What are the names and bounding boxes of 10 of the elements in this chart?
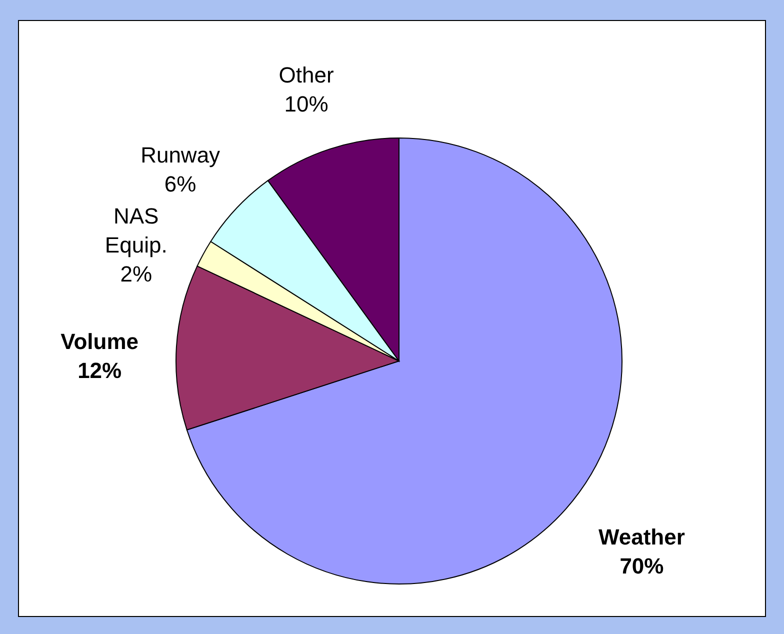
data-label: 70% xyxy=(620,553,664,578)
data-label: 10% xyxy=(284,92,328,117)
slice-label: Runway xyxy=(140,142,220,168)
data-label: 2% xyxy=(120,261,152,286)
data-label: 6% xyxy=(164,172,196,197)
slice-label: Other xyxy=(278,62,334,88)
slice-label: NAS Equip. xyxy=(104,203,168,258)
data-label: 12% xyxy=(78,358,122,384)
slice-label: Volume xyxy=(60,329,139,354)
slice-label: Weather xyxy=(598,524,686,550)
